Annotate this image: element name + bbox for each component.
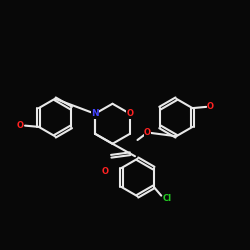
Text: O: O (126, 109, 134, 118)
Text: O: O (16, 121, 24, 130)
Text: Cl: Cl (163, 194, 172, 203)
Text: N: N (91, 109, 99, 118)
Text: O: O (102, 167, 108, 176)
Text: O: O (207, 102, 214, 112)
Text: O: O (144, 128, 151, 137)
